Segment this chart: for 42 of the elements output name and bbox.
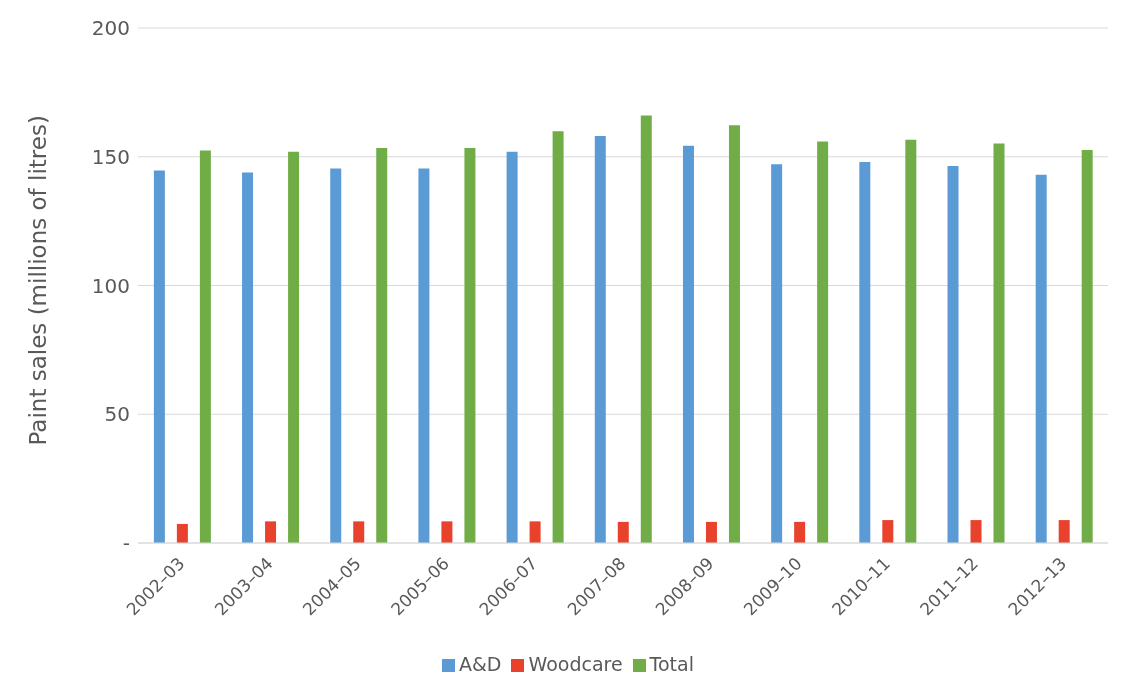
legend-label: A&D: [459, 653, 502, 675]
bar: [242, 172, 254, 543]
bar: [817, 141, 829, 543]
bar: [640, 115, 652, 543]
bar: [594, 135, 606, 543]
bar: [418, 168, 430, 543]
y-tick-label: 100: [91, 273, 130, 298]
bar: [859, 161, 871, 543]
bar: [1058, 520, 1070, 543]
bar: [506, 151, 518, 543]
bar: [705, 521, 717, 543]
bar: [947, 166, 959, 543]
bar: [882, 520, 894, 543]
bar: [970, 520, 982, 543]
bar: [265, 521, 277, 543]
bar: [153, 170, 165, 543]
y-tick-label: 150: [91, 144, 130, 169]
bar: [376, 148, 388, 543]
bar: [728, 125, 740, 543]
bar: [199, 150, 211, 543]
bar: [794, 521, 806, 543]
bar: [993, 143, 1005, 543]
bar: [330, 168, 342, 543]
bar: [176, 523, 188, 543]
y-tick-label: 200: [91, 16, 130, 41]
legend-label: Total: [649, 653, 694, 675]
bar: [464, 148, 476, 543]
bar: [682, 145, 694, 543]
legend-label: Woodcare: [528, 653, 623, 675]
bar: [288, 151, 300, 543]
bar: [1081, 150, 1093, 543]
y-tick-label: -: [122, 531, 130, 556]
bar: [552, 131, 564, 543]
bar: [905, 139, 917, 543]
bar: [529, 521, 541, 543]
bar: [441, 521, 453, 543]
y-axis-title: Paint sales (millions of litres): [25, 115, 52, 446]
bar: [1035, 174, 1047, 543]
bar: [353, 521, 365, 543]
y-tick-label: 50: [104, 402, 130, 427]
bar: [771, 164, 783, 543]
bar: [617, 521, 629, 543]
